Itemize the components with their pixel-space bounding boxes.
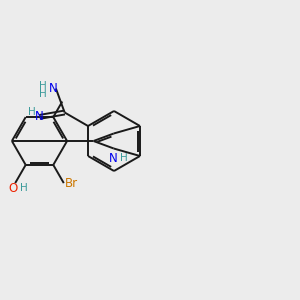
Text: Br: Br [65, 177, 78, 190]
Text: H: H [38, 89, 46, 99]
Text: O: O [8, 182, 17, 195]
Text: N: N [110, 152, 118, 165]
Text: H: H [120, 153, 128, 163]
Text: N: N [35, 110, 44, 123]
Text: H: H [28, 106, 36, 116]
Text: N: N [49, 82, 57, 95]
Text: H: H [38, 80, 46, 91]
Text: H: H [20, 183, 28, 193]
